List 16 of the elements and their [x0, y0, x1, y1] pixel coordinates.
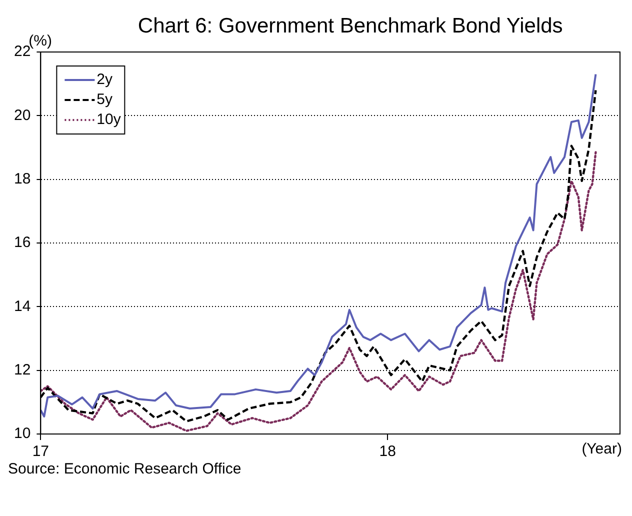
y-tick-label: 22 — [14, 43, 31, 60]
y-tick-label: 16 — [14, 234, 31, 252]
x-axis-title: (Year) — [582, 440, 622, 458]
y-tick-label: 12 — [14, 361, 31, 378]
chart-title: Chart 6: Government Benchmark Bond Yields — [138, 14, 563, 38]
source-note: Source: Economic Research Office — [8, 460, 242, 478]
line-series — [40, 151, 597, 432]
legend-label: 5y — [96, 91, 114, 108]
x-tick-label: 17 — [32, 443, 50, 460]
y-tick-label: 10 — [14, 425, 31, 442]
y-axis-title: (%) — [28, 32, 52, 50]
legend-label: 10y — [96, 111, 122, 128]
y-tick-label: 18 — [14, 170, 31, 188]
y-tick-label: 14 — [14, 298, 31, 315]
legend-label: 2y — [96, 71, 114, 88]
y-tick-label: 20 — [14, 106, 31, 124]
